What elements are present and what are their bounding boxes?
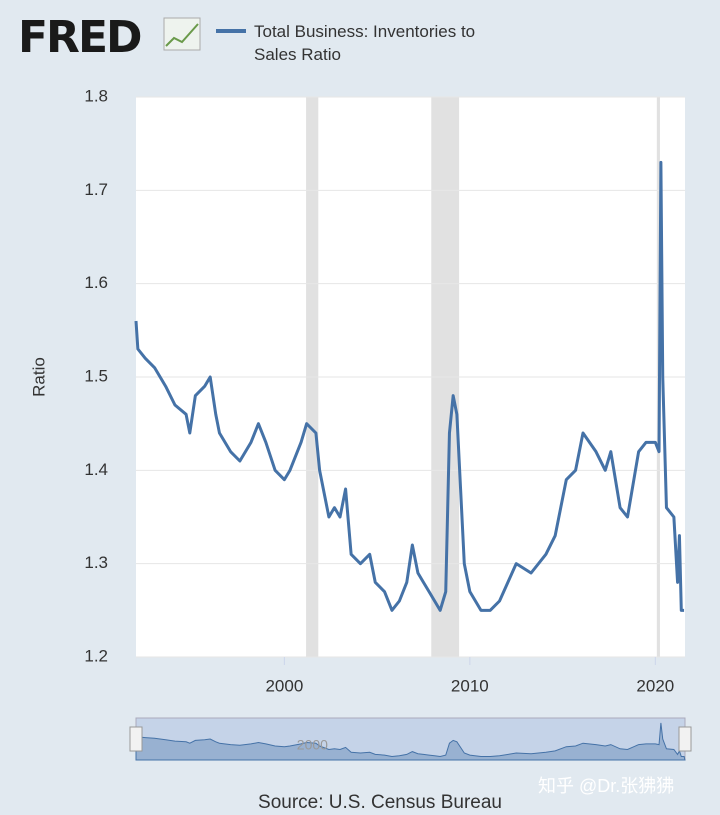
- x-tick-label: 2010: [451, 676, 489, 695]
- x-tick-label: 2000: [265, 676, 303, 695]
- source: Source: U.S. Census Bureau: [258, 792, 502, 813]
- y-axis-label: Ratio: [29, 357, 48, 397]
- legend: Total Business: Inventories to Sales Rat…: [216, 20, 476, 66]
- navigator-handle: [678, 726, 692, 752]
- series-line: [134, 160, 685, 612]
- y-tick-label: 1.7: [84, 180, 108, 199]
- navigator-tick-label: 2000: [297, 737, 328, 753]
- y-tick-label: 1.2: [84, 646, 108, 665]
- y-tick-label: 1.5: [84, 366, 108, 385]
- navigator-area: [135, 722, 686, 761]
- legend-label: Total Business: Inventories to Sales Rat…: [254, 22, 476, 64]
- navigator-handle: [129, 726, 143, 752]
- legend-swatch: [216, 29, 246, 33]
- logo-icon-line: [165, 23, 199, 47]
- y-tick-label: 1.3: [84, 553, 108, 572]
- y-tick-label: 1.6: [84, 273, 108, 292]
- logo: FRED: [18, 12, 143, 63]
- watermark: 知乎 @Dr.张狒狒: [538, 776, 675, 796]
- logo-icon: [163, 17, 201, 51]
- y-tick-label: 1.8: [84, 86, 108, 105]
- y-tick-label: 1.4: [84, 460, 108, 479]
- x-tick-label: 2020: [636, 676, 674, 695]
